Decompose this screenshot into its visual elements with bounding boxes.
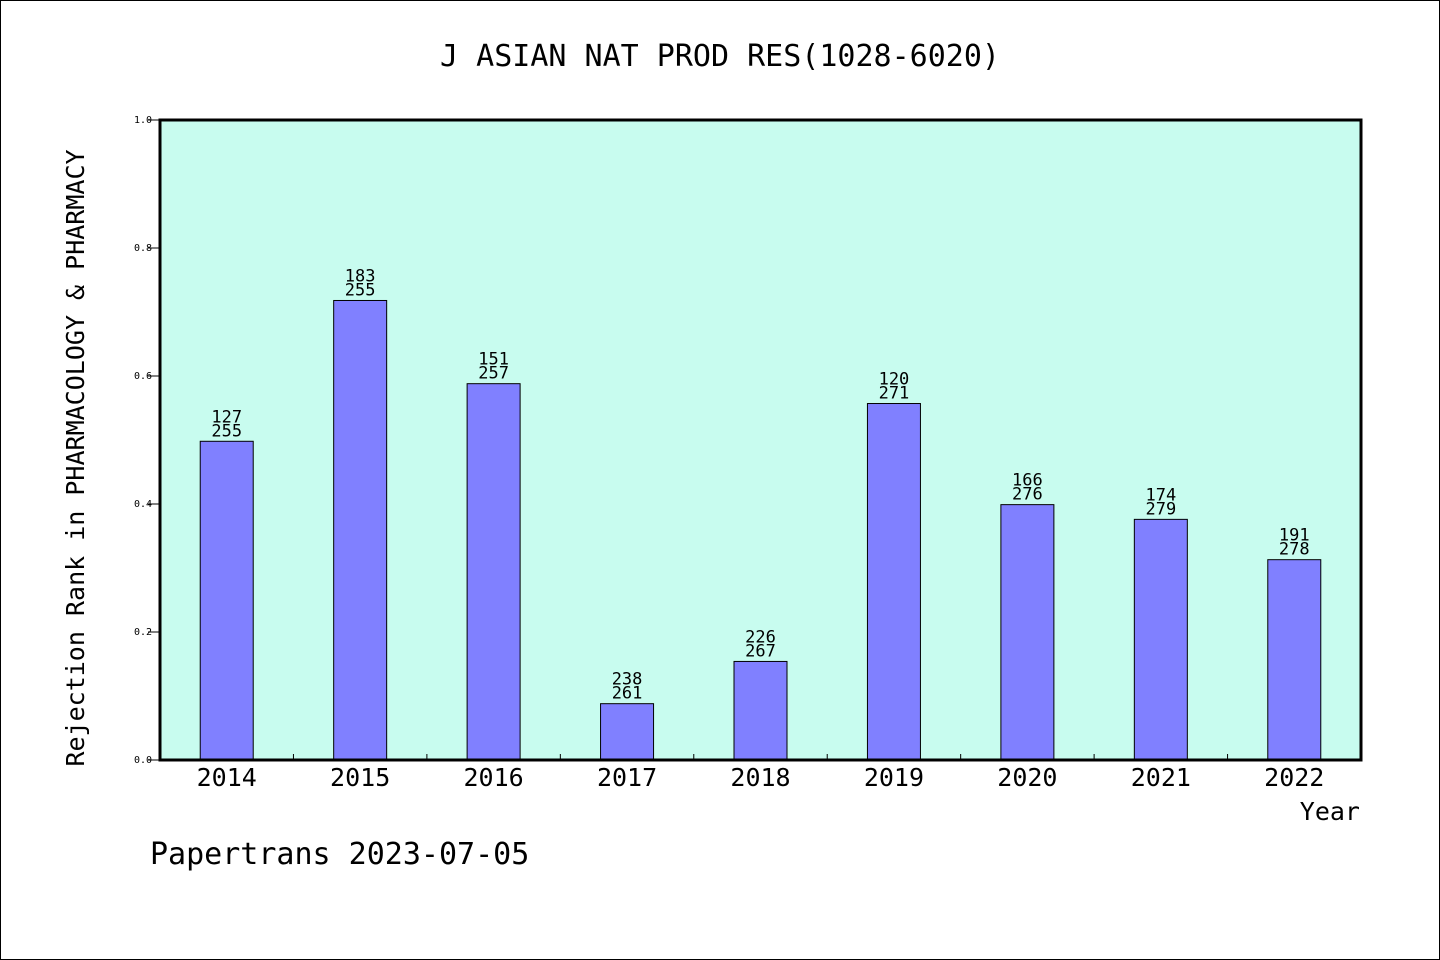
- bar-label-bottom-2015: 255: [345, 280, 376, 300]
- bar-labels-group: 1272551832551512572382612262671202711662…: [211, 266, 1309, 703]
- bar-label-bottom-2020: 276: [1012, 485, 1043, 505]
- bar-label-top-2015: 183: [345, 266, 376, 286]
- bar-label-top-2020: 166: [1012, 471, 1043, 491]
- y-tick-label-4: 0.8: [134, 243, 152, 254]
- chart-title: J ASIAN NAT PROD RES(1028-6020): [440, 39, 1000, 74]
- bars-group: [199, 299, 1322, 761]
- bar-label-top-2022: 191: [1279, 526, 1310, 546]
- bar-2015: [333, 299, 388, 761]
- x-tick-label-2018: 2018: [730, 763, 790, 792]
- y-tick-label-0: 0.0: [134, 755, 152, 766]
- x-tick-label-2015: 2015: [330, 763, 390, 792]
- bar-label-bottom-2021: 279: [1145, 499, 1176, 519]
- bar-2022: [1267, 559, 1322, 761]
- bar-2021: [1133, 518, 1188, 761]
- bar-2017: [600, 703, 655, 761]
- x-tick-label-2021: 2021: [1131, 763, 1191, 792]
- bar-label-top-2014: 127: [211, 407, 242, 427]
- x-axis-ticks: 2014 2015 2016 2017 2018 2019 2020 2021 2022: [197, 754, 1324, 792]
- bar-label-top-2016: 151: [478, 350, 509, 370]
- y-tick-label-2: 0.4: [134, 499, 152, 510]
- bar-2018: [733, 660, 788, 761]
- x-tick-label-2014: 2014: [197, 763, 257, 792]
- bar-label-top-2018: 226: [745, 627, 776, 647]
- bar-2014: [199, 440, 254, 761]
- x-tick-label-2020: 2020: [997, 763, 1057, 792]
- bar-label-bottom-2019: 271: [879, 384, 910, 404]
- bar-2019: [866, 403, 921, 761]
- y-tick-label-1: 0.2: [134, 627, 152, 638]
- bar-label-bottom-2017: 261: [612, 684, 643, 704]
- bar-label-bottom-2014: 255: [211, 421, 242, 441]
- y-tick-label-3: 0.6: [134, 371, 152, 382]
- bar-label-bottom-2022: 278: [1279, 540, 1310, 560]
- bar-label-top-2017: 238: [612, 670, 643, 690]
- x-tick-label-2019: 2019: [864, 763, 924, 792]
- x-tick-label-2017: 2017: [597, 763, 657, 792]
- plot-border: [158, 118, 1363, 762]
- bar-2020: [1000, 504, 1055, 761]
- footer-credit: Papertrans 2023-07-05: [150, 837, 529, 872]
- x-tick-label-2016: 2016: [464, 763, 524, 792]
- y-tick-label-5: 1.0: [134, 115, 152, 126]
- y-axis-ticks: 0.0 0.2 0.4 0.6 0.8 1.0: [134, 115, 160, 766]
- bar-label-top-2021: 174: [1145, 485, 1176, 505]
- x-tick-label-2022: 2022: [1264, 763, 1324, 792]
- x-axis-label: Year: [1300, 797, 1360, 826]
- y-axis-label: Rejection Rank in PHARMACOLOGY & PHARMAC…: [61, 149, 90, 766]
- bar-label-bottom-2016: 257: [478, 364, 509, 384]
- bar-label-bottom-2018: 267: [745, 641, 776, 661]
- bar-2016: [466, 383, 521, 761]
- bar-label-top-2019: 120: [879, 370, 910, 390]
